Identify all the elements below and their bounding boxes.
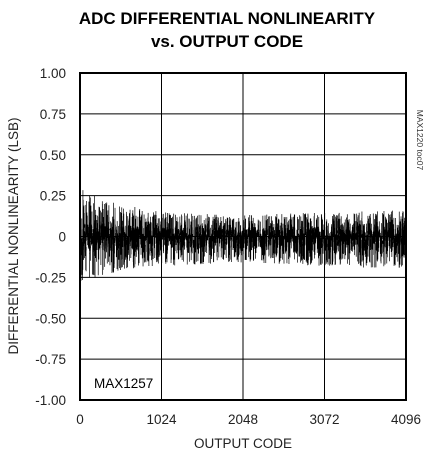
y-tick-label: -0.50 xyxy=(35,311,66,326)
part-number-annotation: MAX1257 xyxy=(94,376,153,391)
x-tick-label: 3072 xyxy=(309,412,339,427)
x-axis-label: OUTPUT CODE xyxy=(194,436,292,451)
y-tick-label: -0.75 xyxy=(35,352,66,367)
y-axis-label: DIFFERENTIAL NONLINEARITY (LSB) xyxy=(6,117,21,354)
x-tick-label: 4096 xyxy=(391,412,421,427)
y-tick-labels: 1.00 0.75 0.50 0.25 0 -0.25 -0.50 -0.75 -1.00 xyxy=(35,66,66,408)
x-tick-label: 0 xyxy=(76,412,84,427)
y-tick-label: 0.75 xyxy=(40,107,66,122)
y-tick-label: 0.50 xyxy=(40,148,66,163)
y-tick-label: 0.25 xyxy=(40,189,66,204)
x-tick-label: 1024 xyxy=(146,412,177,427)
figure-code: MAX1220 toc07 xyxy=(415,110,425,171)
y-tick-label: -1.00 xyxy=(35,393,66,408)
plot-frame xyxy=(79,72,407,401)
chart-title-line2: vs. OUTPUT CODE xyxy=(151,32,303,51)
y-tick-label: 0 xyxy=(58,230,66,245)
chart-title-line1: ADC DIFFERENTIAL NONLINEARITY xyxy=(79,9,376,28)
y-tick-label: 1.00 xyxy=(40,66,66,81)
y-tick-label: -0.25 xyxy=(35,270,66,285)
x-tick-label: 2048 xyxy=(228,412,258,427)
x-tick-labels: 0 1024 2048 3072 4096 xyxy=(76,412,421,427)
